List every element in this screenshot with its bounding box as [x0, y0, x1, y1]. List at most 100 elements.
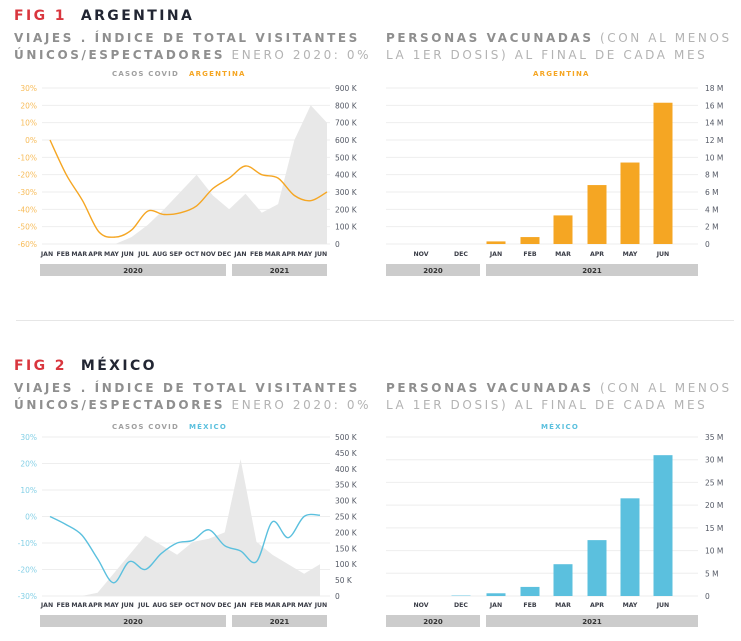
- month-label: AUG: [152, 602, 167, 609]
- fig1-title: FIG 1 ARGENTINA: [14, 8, 194, 24]
- y-axis-tick: 18 M: [705, 84, 723, 93]
- fig1-right-subtitle-bold: PERSONAS VACUNADAS: [386, 31, 594, 45]
- fig2-bar-legend: MÉXICO: [541, 423, 580, 431]
- vaccinated-bar: [620, 162, 640, 244]
- year-label: 2020: [423, 267, 443, 275]
- right-axis-tick: 250 K: [335, 513, 358, 522]
- left-axis-tick: -10%: [18, 153, 37, 162]
- month-label: JUN: [314, 251, 328, 258]
- y-axis-tick: 15 M: [705, 524, 723, 533]
- fig1-line-legend: CASOS COVID ARGENTINA: [112, 70, 246, 78]
- right-axis-tick: 400 K: [335, 171, 358, 180]
- left-axis-tick: 10%: [20, 486, 37, 495]
- right-axis-tick: 0: [335, 592, 340, 601]
- mexico-line-chart: 30% 20% 10% 0% -10% -20% -30% 500 K 450 K 400 K 35…: [18, 433, 358, 627]
- fig2-left-subtitle-line1: VIAJES . ÍNDICE DE TOTAL VISITANTES: [14, 381, 360, 395]
- month-label: JAN: [40, 251, 53, 258]
- month-label: DEC: [454, 251, 468, 258]
- argentina-line-chart: 30% 20% 10% 0% -10% -20% -30% -40% -50% -60% 900 K…: [18, 84, 358, 276]
- year-band: [40, 264, 226, 276]
- month-label: JUN: [314, 602, 328, 609]
- fig2-right-subtitle: PERSONAS VACUNADAS (CON AL MENOS LA 1ER …: [386, 380, 732, 414]
- month-label: MAY: [104, 251, 119, 258]
- fig2-right-subtitle-light2: LA 1ER DOSIS) AL FINAL DE CADA MES: [386, 398, 708, 412]
- y-axis-tick: 16 M: [705, 101, 723, 110]
- month-label: MAY: [297, 251, 312, 258]
- travel-index-line: [49, 513, 321, 584]
- month-label: FEB: [523, 602, 536, 609]
- left-axis-tick: -60%: [18, 240, 37, 249]
- month-label: NOV: [201, 602, 216, 609]
- right-axis-tick: 700 K: [335, 119, 358, 128]
- mexico-bar-chart: 35 M 30 M 25 M 20 M 15 M 10 M 5 M 0 NOV DEC JAN FEB…: [386, 433, 723, 627]
- month-label: JUL: [137, 251, 149, 258]
- fig1-bar-legend: ARGENTINA: [533, 70, 590, 78]
- left-axis-tick: 30%: [20, 433, 37, 442]
- fig2-label: FIG 2: [14, 358, 67, 374]
- right-axis-tick: 900 K: [335, 84, 358, 93]
- fig2-country: MÉXICO: [80, 358, 157, 374]
- year-label: 2020: [123, 267, 143, 275]
- month-label: OCT: [185, 602, 200, 609]
- month-label: APR: [282, 602, 296, 609]
- y-axis-tick: 4 M: [705, 205, 719, 214]
- month-label: MAR: [265, 251, 281, 258]
- month-label: FEB: [57, 602, 70, 609]
- y-axis-tick: 25 M: [705, 478, 723, 487]
- year-label: 2020: [423, 618, 443, 626]
- vaccinated-bar: [486, 593, 506, 596]
- month-label: FEB: [523, 251, 536, 258]
- right-axis-tick: 50 K: [335, 576, 353, 585]
- left-axis-tick: 30%: [20, 84, 37, 93]
- fig1-label: FIG 1: [14, 8, 67, 24]
- fig2-left-subtitle-light: ENERO 2020: 0%: [231, 398, 372, 412]
- y-axis-tick: 12 M: [705, 136, 723, 145]
- year-band: [486, 615, 698, 627]
- vaccinated-bar: [653, 102, 673, 244]
- fig1-left-subtitle-line1: VIAJES . ÍNDICE DE TOTAL VISITANTES: [14, 31, 360, 45]
- month-label: JAN: [40, 602, 53, 609]
- year-label: 2021: [582, 618, 602, 626]
- month-label: FEB: [57, 251, 70, 258]
- year-band: [232, 264, 327, 276]
- left-axis-tick: 10%: [20, 119, 37, 128]
- legend-argentina: ARGENTINA: [188, 70, 246, 78]
- fig1-left-subtitle-line2: ÚNICOS/ESPECTADORES: [14, 48, 226, 62]
- right-axis-tick: 350 K: [335, 481, 358, 490]
- y-axis-tick: 0: [705, 592, 710, 601]
- right-axis-tick: 100 K: [335, 560, 358, 569]
- year-band: [386, 264, 480, 276]
- y-axis-tick: 10 M: [705, 153, 723, 162]
- year-label: 2021: [270, 618, 290, 626]
- right-axis-tick: 300 K: [335, 188, 358, 197]
- right-axis-tick: 200 K: [335, 205, 358, 214]
- right-axis-tick: 200 K: [335, 528, 358, 537]
- month-label: JUN: [656, 251, 670, 258]
- y-axis-tick: 14 M: [705, 119, 723, 128]
- y-axis-tick: 6 M: [705, 188, 719, 197]
- month-label: JUN: [656, 602, 670, 609]
- vaccinated-bar: [520, 237, 540, 244]
- month-label: MAY: [623, 251, 638, 258]
- month-label: SEP: [169, 602, 183, 609]
- y-axis-tick: 5 M: [705, 569, 719, 578]
- fig1-right-subtitle: PERSONAS VACUNADAS (CON AL MENOS LA 1ER …: [386, 30, 732, 64]
- month-label: APR: [282, 251, 296, 258]
- fig1-right-subtitle-light1: (CON AL MENOS: [599, 31, 732, 45]
- month-label: MAY: [104, 602, 119, 609]
- fig2-line-legend: CASOS COVID MÉXICO: [112, 423, 227, 431]
- month-label: MAR: [265, 602, 281, 609]
- vaccinated-bar: [653, 455, 673, 596]
- right-axis-tick: 0: [335, 240, 340, 249]
- left-axis-tick: 20%: [20, 101, 37, 110]
- month-label: FEB: [250, 602, 263, 609]
- y-axis-tick: 2 M: [705, 223, 719, 232]
- month-label: APR: [88, 251, 102, 258]
- left-axis-tick: 0%: [25, 136, 37, 145]
- right-axis-tick: 800 K: [335, 101, 358, 110]
- month-label: DEC: [217, 251, 231, 258]
- left-axis-tick: -50%: [18, 223, 37, 232]
- legend-covid: CASOS COVID: [112, 70, 179, 78]
- covid-cases-area: [50, 105, 327, 244]
- left-axis-tick: -40%: [18, 205, 37, 214]
